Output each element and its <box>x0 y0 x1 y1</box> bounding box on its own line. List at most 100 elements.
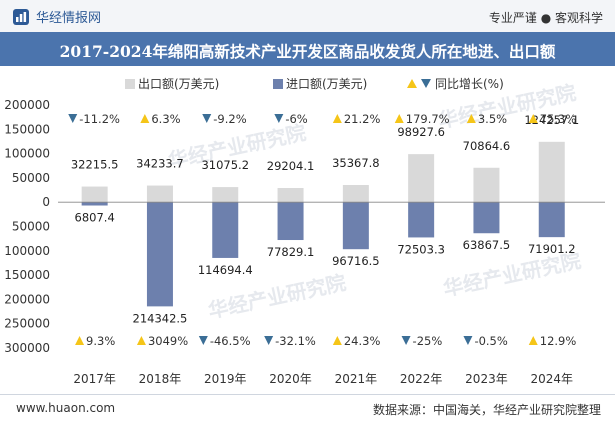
footer-website[interactable]: www.huaon.com <box>16 401 116 415</box>
watermark-2: 华经产业研究院 <box>441 248 583 301</box>
bar-import <box>408 202 435 238</box>
growth-import-down-icon <box>264 336 274 345</box>
data-label-export: 98927.6 <box>397 125 445 139</box>
legend-up-icon <box>407 79 417 88</box>
data-label-import: 72503.3 <box>397 242 445 256</box>
x-tick-label: 2018年 <box>139 372 182 386</box>
bar-import <box>146 202 173 307</box>
y-tick-label: 150000 <box>4 122 50 136</box>
y-tick-label: 150000 <box>4 268 50 282</box>
growth-import-label: 3049% <box>148 334 188 348</box>
growth-export-down-icon <box>274 114 284 123</box>
growth-export-down-icon <box>68 114 78 123</box>
bar-export <box>277 188 304 203</box>
x-tick-label: 2021年 <box>335 372 378 386</box>
legend-down-icon <box>421 79 431 88</box>
y-tick-label: 50000 <box>12 220 50 234</box>
bar-export <box>212 187 239 203</box>
growth-export-up-icon <box>394 114 404 123</box>
y-tick-label: 300000 <box>4 341 50 355</box>
data-label-import: 214342.5 <box>133 311 188 325</box>
growth-import-down-icon <box>463 336 473 345</box>
bar-import <box>81 202 108 206</box>
growth-export-label: -9.2% <box>213 112 246 126</box>
growth-import-label: -46.5% <box>210 334 251 348</box>
bar-import <box>212 202 239 258</box>
data-label-import: 6807.4 <box>75 211 115 225</box>
footer-divider <box>0 394 615 395</box>
growth-export-label: 3.5% <box>478 112 507 126</box>
tagline: 专业严谨 ● 客观科学 <box>488 11 603 25</box>
growth-export-up-icon <box>332 114 342 123</box>
bar-import <box>473 202 500 234</box>
bar-export <box>342 185 369 203</box>
brand-name: 华经情报网 <box>36 11 102 26</box>
data-label-import: 114694.4 <box>198 263 253 277</box>
growth-export-label: 21.2% <box>344 112 381 126</box>
data-label-export: 124257.1 <box>524 113 579 127</box>
bar-import <box>538 202 565 238</box>
data-label-export: 34233.7 <box>136 157 184 171</box>
growth-import-up-icon <box>332 336 342 345</box>
x-tick-label: 2019年 <box>204 372 247 386</box>
data-label-export: 70864.6 <box>463 139 511 153</box>
data-label-export: 29204.1 <box>267 159 315 173</box>
data-label-export: 32215.5 <box>71 158 119 172</box>
growth-import-label: 12.9% <box>540 334 577 348</box>
bar-export <box>81 186 108 203</box>
top-bar: 华经情报网 专业严谨 ● 客观科学 <box>0 0 615 32</box>
x-tick-label: 2024年 <box>530 372 573 386</box>
bar-export <box>538 141 565 203</box>
y-tick-label: 50000 <box>12 171 50 185</box>
legend-swatch-export <box>125 79 135 89</box>
x-tick-label: 2020年 <box>269 372 312 386</box>
y-tick-label: 250000 <box>4 317 50 331</box>
data-label-import: 96716.5 <box>332 254 380 268</box>
legend-swatch-import <box>273 79 283 89</box>
growth-export-label: -11.2% <box>79 112 120 126</box>
legend-label-export: 出口额(万美元) <box>138 77 219 91</box>
growth-export-label: 179.7% <box>406 112 450 126</box>
legend-label-growth: 同比增长(%) <box>435 77 504 91</box>
y-tick-label: 100000 <box>4 244 50 258</box>
growth-import-down-icon <box>198 336 208 345</box>
growth-import-label: -0.5% <box>474 334 507 348</box>
bar-import <box>342 202 369 250</box>
x-tick-label: 2017年 <box>73 372 116 386</box>
growth-export-down-icon <box>202 114 212 123</box>
chart: 华经产业研究院华经产业研究院华经产业研究院华经产业研究院200000150000… <box>4 77 605 386</box>
chart-title: 2017-2024年绵阳高新技术产业开发区商品收发货人所在地进、出口额 <box>59 42 556 61</box>
growth-export-up-icon <box>466 114 476 123</box>
y-tick-label: 100000 <box>4 147 50 161</box>
footer-source: 数据来源：中国海关，华经产业研究院整理 <box>372 403 601 417</box>
growth-export-label: -6% <box>285 112 307 126</box>
growth-export-label: 6.3% <box>151 112 180 126</box>
growth-import-label: -32.1% <box>275 334 316 348</box>
data-label-import: 63867.5 <box>463 238 511 252</box>
growth-export-label: 75.3% <box>540 112 577 126</box>
data-label-import: 77829.1 <box>267 245 315 259</box>
growth-import-label: 24.3% <box>344 334 381 348</box>
data-label-export: 35367.8 <box>332 156 380 170</box>
growth-export-up-icon <box>528 114 538 123</box>
data-label-import: 71901.2 <box>528 242 576 256</box>
y-tick-label: 200000 <box>4 292 50 306</box>
x-tick-label: 2023年 <box>465 372 508 386</box>
y-tick-label: 200000 <box>4 98 50 112</box>
watermark-3: 华经产业研究院 <box>206 270 348 323</box>
brand-logo-icon <box>13 8 29 25</box>
bar-export <box>408 154 435 203</box>
brand: 华经情报网 <box>12 7 101 26</box>
bar-export <box>473 167 500 203</box>
growth-import-label: 9.3% <box>86 334 115 348</box>
growth-import-up-icon <box>75 336 85 345</box>
growth-import-label: -25% <box>413 334 443 348</box>
growth-export-up-icon <box>140 114 150 123</box>
bar-export <box>146 185 173 203</box>
bar-import <box>277 202 304 241</box>
growth-import-up-icon <box>136 336 146 345</box>
y-tick-label: 0 <box>42 195 50 209</box>
title-bar <box>0 32 615 66</box>
data-label-export: 31075.2 <box>201 158 249 172</box>
